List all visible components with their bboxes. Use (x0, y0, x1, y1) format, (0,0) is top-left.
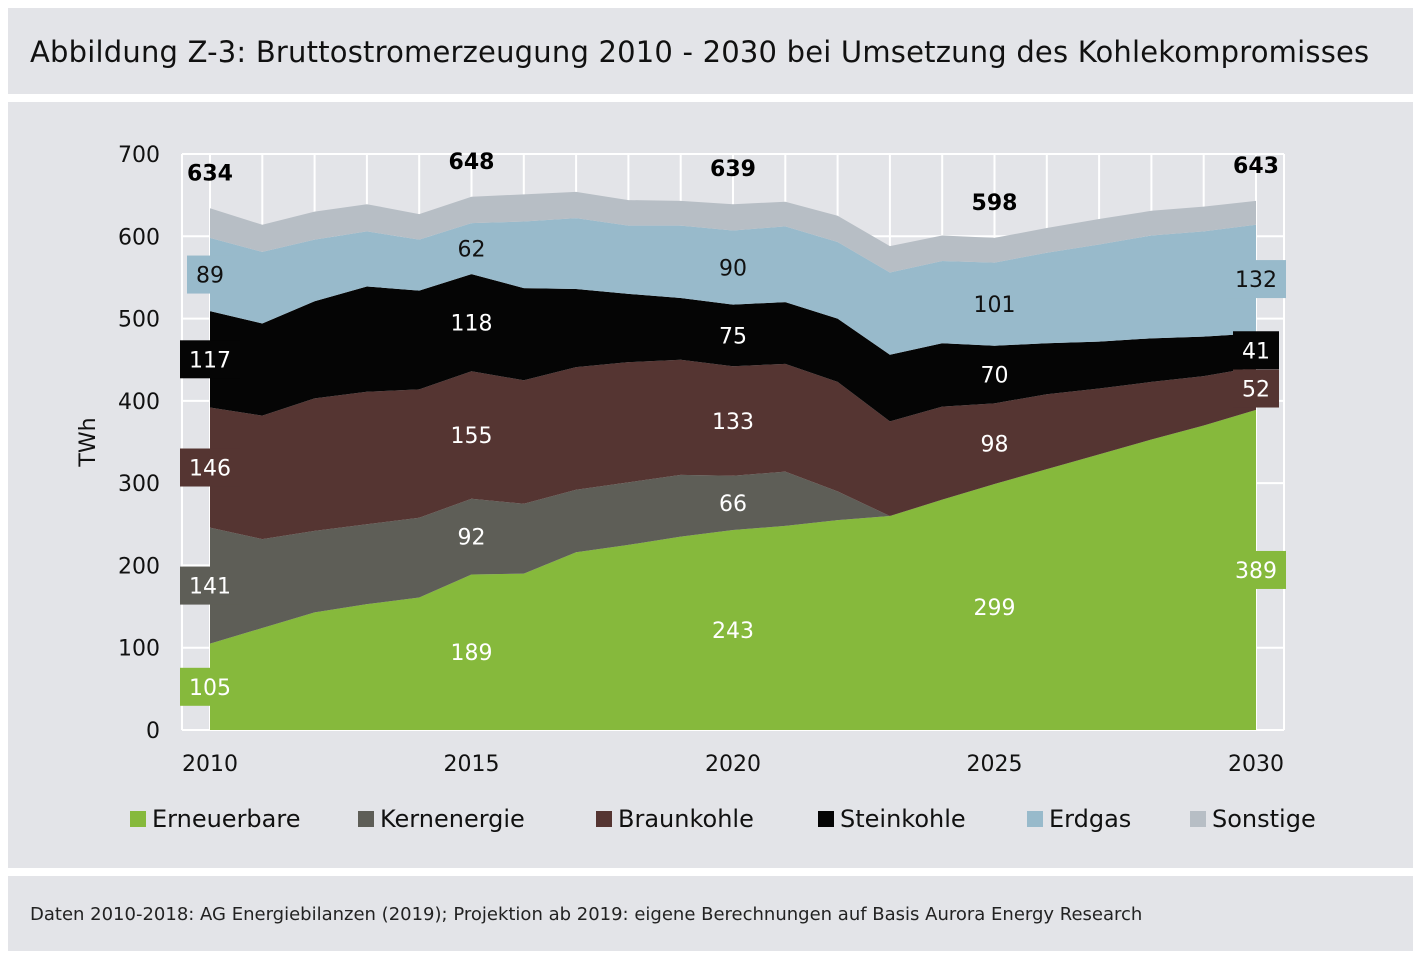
footer-band: Daten 2010-2018: AG Energiebilanzen (201… (8, 876, 1413, 951)
legend-label: Erdgas (1049, 805, 1131, 833)
x-tick-label: 2015 (444, 752, 500, 777)
data-label: 75 (719, 324, 747, 349)
chart-title: Abbildung Z-3: Bruttostromerzeugung 2010… (30, 35, 1370, 69)
area-series (210, 191, 1256, 730)
legend-label: Sonstige (1212, 805, 1316, 833)
area-sonstige (210, 191, 1256, 273)
data-label: 243 (712, 619, 754, 644)
data-label: 89 (196, 264, 224, 289)
total-label: 598 (972, 191, 1018, 216)
legend-item: Braunkohle (596, 805, 754, 833)
data-label: 70 (981, 364, 1009, 389)
legend-label: Steinkohle (840, 805, 966, 833)
data-label-box (1226, 550, 1286, 589)
data-label: 117 (189, 348, 231, 373)
data-labels: 105 141 146 117 89 189 92 155 118 62 243 66 133 75 90 2… (180, 238, 1286, 706)
y-tick-label: 300 (118, 472, 160, 497)
legend-item: Erneuerbare (130, 805, 300, 833)
area-steinkohle (210, 274, 1256, 422)
legend-swatch (1027, 811, 1043, 827)
legend-item: Kernenergie (358, 805, 525, 833)
legend-label: Braunkohle (618, 805, 754, 833)
data-label: 141 (189, 575, 231, 600)
data-label: 90 (719, 257, 747, 282)
data-label-box (1233, 369, 1279, 408)
legend-label: Kernenergie (380, 805, 525, 833)
legend: Erneuerbare Kernenergie Braunkohle Steinkoh… (130, 805, 1316, 833)
axes: 0 100 200 300 400 500 600 700 2010 2015 2020 2025 20… (118, 143, 1284, 777)
data-label: 66 (719, 492, 747, 517)
data-label-box (180, 448, 240, 487)
data-label: 155 (451, 424, 493, 449)
legend-swatch (1190, 811, 1206, 827)
data-label: 133 (712, 410, 754, 435)
x-tick-label: 2025 (967, 752, 1023, 777)
data-label: 132 (1235, 268, 1277, 293)
y-tick-label: 500 (118, 308, 160, 333)
data-label-box (180, 566, 240, 605)
data-label: 389 (1235, 559, 1277, 584)
area-kernenergie (210, 409, 1256, 644)
data-label: 92 (458, 526, 486, 551)
data-label: 299 (974, 596, 1016, 621)
x-tick-label: 2030 (1228, 752, 1284, 777)
y-tick-label: 200 (118, 554, 160, 579)
data-label: 118 (451, 312, 493, 337)
legend-swatch (358, 811, 374, 827)
data-label: 189 (451, 641, 493, 666)
legend-swatch (130, 811, 146, 827)
data-label-box (187, 255, 233, 294)
data-label: 62 (458, 238, 486, 263)
data-label-box (1233, 331, 1279, 370)
y-axis-label: TWh (76, 417, 101, 467)
legend-item: Sonstige (1190, 805, 1316, 833)
y-tick-label: 0 (146, 719, 160, 744)
data-label-box (1226, 260, 1286, 299)
title-band: Abbildung Z-3: Bruttostromerzeugung 2010… (8, 8, 1413, 94)
x-tick-label: 2010 (182, 752, 238, 777)
legend-swatch (818, 811, 834, 827)
area-erneuerbare (210, 409, 1256, 730)
data-label-box (180, 340, 240, 379)
x-tick-label: 2020 (705, 752, 761, 777)
data-label-box (180, 667, 240, 706)
total-label: 639 (710, 157, 756, 182)
data-label: 146 (189, 457, 231, 482)
data-label: 98 (981, 433, 1009, 458)
data-label: 52 (1242, 378, 1270, 403)
y-tick-label: 700 (118, 143, 160, 168)
legend-label: Erneuerbare (152, 805, 300, 833)
total-labels: 634 648 639 598 643 (187, 150, 1279, 216)
y-tick-label: 600 (118, 225, 160, 250)
source-note: Daten 2010-2018: AG Energiebilanzen (201… (30, 904, 1143, 925)
legend-item: Erdgas (1027, 805, 1131, 833)
area-braunkohle (210, 359, 1256, 540)
total-label: 643 (1233, 154, 1279, 179)
data-label: 41 (1242, 339, 1270, 364)
y-tick-label: 100 (118, 637, 160, 662)
legend-swatch (596, 811, 612, 827)
y-tick-label: 400 (118, 390, 160, 415)
data-label: 101 (974, 293, 1016, 318)
total-label: 634 (187, 161, 233, 186)
total-label: 648 (449, 150, 495, 175)
data-label: 105 (189, 676, 231, 701)
legend-item: Steinkohle (818, 805, 966, 833)
area-erdgas (210, 218, 1256, 355)
